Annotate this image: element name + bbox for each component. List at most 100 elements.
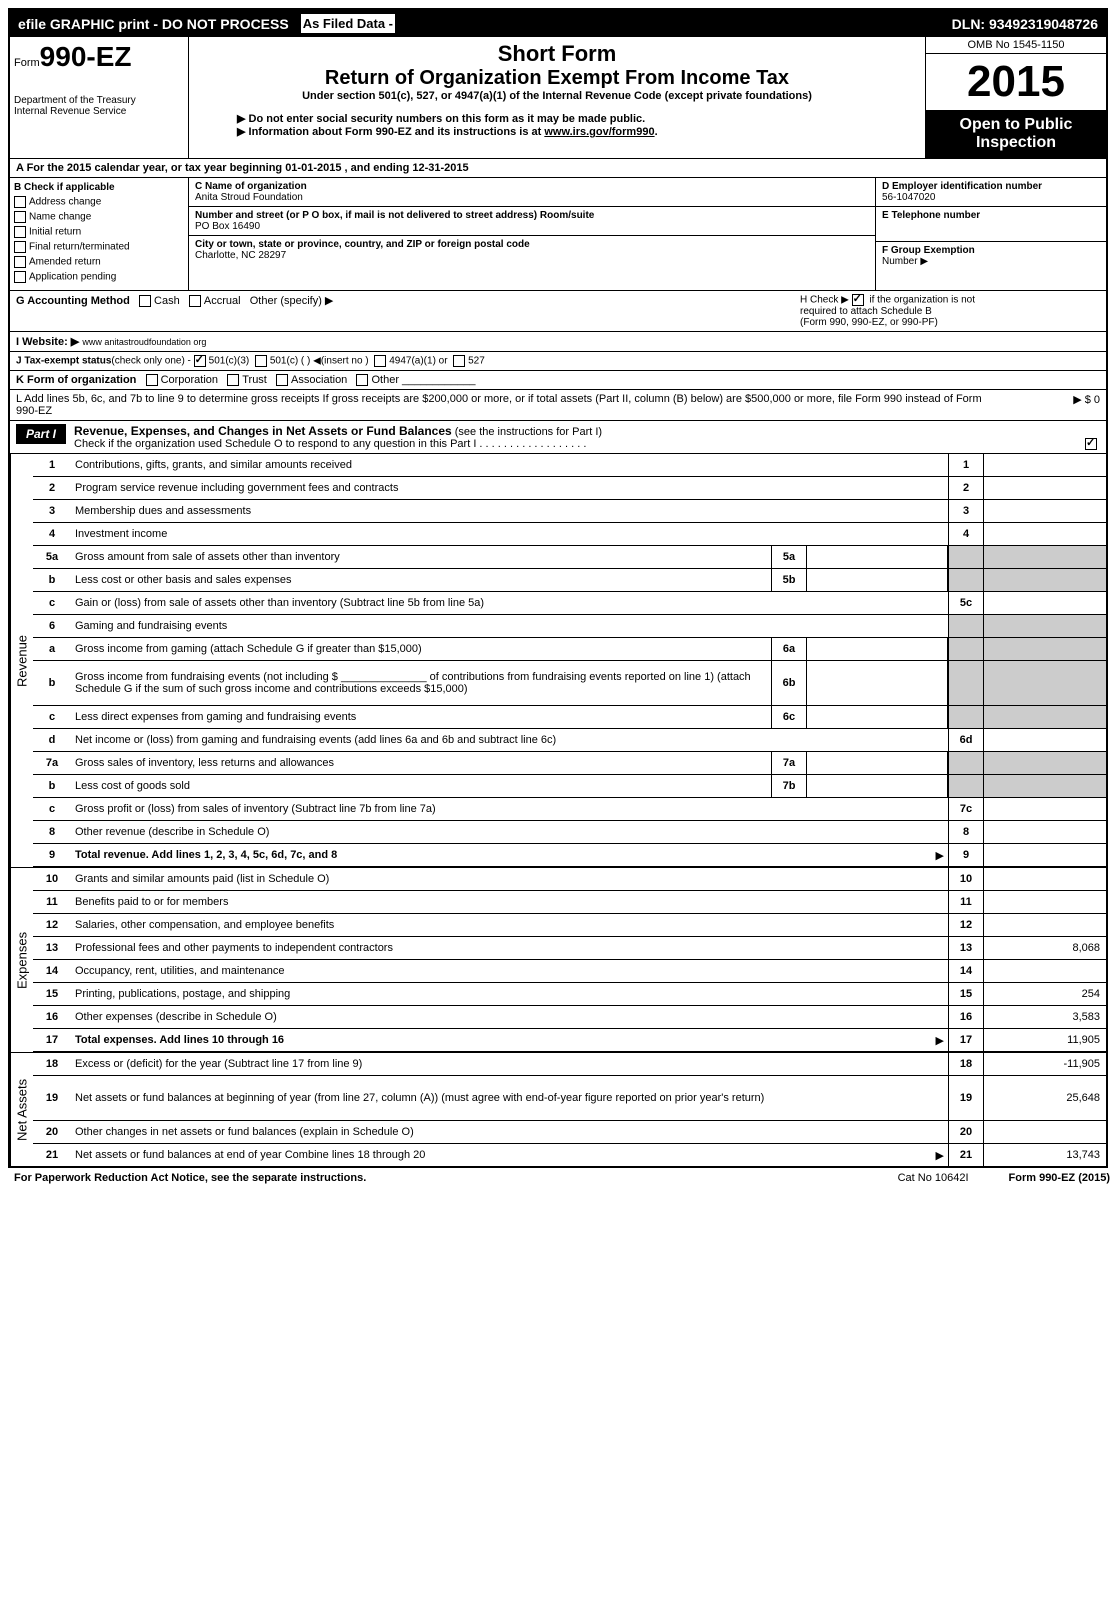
org-name-cell: C Name of organization Anita Stroud Foun… — [189, 178, 875, 207]
org-addr-cell: Number and street (or P O box, if mail i… — [189, 207, 875, 236]
row-description: Grants and similar amounts paid (list in… — [71, 871, 948, 887]
end-number: 7c — [948, 798, 983, 820]
row-description: Other changes in net assets or fund bala… — [71, 1124, 948, 1140]
c-city-label: City or town, state or province, country… — [195, 239, 869, 250]
end-value — [983, 523, 1106, 545]
checkbox-icon[interactable] — [356, 374, 368, 386]
end-number: 20 — [948, 1121, 983, 1143]
checkbox-icon[interactable] — [146, 374, 158, 386]
mid-number: 5a — [771, 546, 807, 568]
table-row: cGain or (loss) from sale of assets othe… — [33, 592, 1106, 615]
row-number: b — [33, 675, 71, 691]
row-number: 5a — [33, 549, 71, 565]
top-header: efile GRAPHIC print - DO NOT PROCESS As … — [10, 10, 1106, 37]
checkbox-icon[interactable] — [227, 374, 239, 386]
table-row: 17Total expenses. Add lines 10 through 1… — [33, 1029, 1106, 1052]
row-number: 21 — [33, 1147, 71, 1163]
end-number — [948, 546, 983, 568]
mid-number: 5b — [771, 569, 807, 591]
row-description: Gross amount from sale of assets other t… — [71, 549, 771, 565]
main-title: Return of Organization Exempt From Incom… — [197, 67, 917, 90]
row-number: 17 — [33, 1032, 71, 1048]
end-value: 254 — [983, 983, 1106, 1005]
line-l: L Add lines 5b, 6c, and 7b to line 9 to … — [10, 390, 1106, 421]
mid-number: 6c — [771, 706, 807, 728]
k-label: K Form of organization — [16, 374, 136, 386]
row-description: Professional fees and other payments to … — [71, 940, 948, 956]
open-to-public: Open to Public Inspection — [926, 110, 1106, 158]
row-number: 4 — [33, 526, 71, 542]
row-description: Investment income — [71, 526, 948, 542]
as-filed-label: As Filed Data - — [299, 12, 397, 35]
checkbox-icon[interactable] — [189, 295, 201, 307]
mid-number: 7a — [771, 752, 807, 774]
cb-address-change[interactable]: Address change — [14, 196, 184, 208]
part-1-label: Part I — [16, 424, 66, 444]
row-description: Gross income from gaming (attach Schedul… — [71, 641, 771, 657]
checkbox-icon[interactable] — [255, 355, 267, 367]
short-form-title: Short Form — [197, 41, 917, 67]
cb-amended[interactable]: Amended return — [14, 256, 184, 268]
checkbox-checked-icon[interactable] — [194, 355, 206, 367]
table-row: 1Contributions, gifts, grants, and simil… — [33, 454, 1106, 477]
end-value — [983, 500, 1106, 522]
row-description: Contributions, gifts, grants, and simila… — [71, 457, 948, 473]
f-group-label2: Number ▶ — [882, 256, 1100, 267]
end-value — [983, 546, 1106, 568]
end-number: 3 — [948, 500, 983, 522]
e-tel-label: E Telephone number — [882, 210, 1100, 221]
title-block: Short Form Return of Organization Exempt… — [189, 37, 925, 158]
cb-final-return[interactable]: Final return/terminated — [14, 241, 184, 253]
form-990ez: efile GRAPHIC print - DO NOT PROCESS As … — [8, 8, 1108, 1168]
cb-name-change[interactable]: Name change — [14, 211, 184, 223]
org-addr: PO Box 16490 — [195, 221, 869, 232]
checkbox-icon[interactable] — [139, 295, 151, 307]
table-row: bLess cost or other basis and sales expe… — [33, 569, 1106, 592]
end-value — [983, 891, 1106, 913]
checkbox-icon[interactable] — [453, 355, 465, 367]
cb-application-pending[interactable]: Application pending — [14, 271, 184, 283]
checkbox-icon[interactable] — [374, 355, 386, 367]
mid-value — [807, 706, 948, 728]
row-description: Gaming and fundraising events — [71, 618, 948, 634]
table-row: 2Program service revenue including gover… — [33, 477, 1106, 500]
end-number: 16 — [948, 1006, 983, 1028]
table-row: 18Excess or (deficit) for the year (Subt… — [33, 1053, 1106, 1076]
note-1: ▶ Do not enter social security numbers o… — [197, 112, 917, 125]
row-number: 16 — [33, 1009, 71, 1025]
row-number: 18 — [33, 1056, 71, 1072]
revenue-section: Revenue 1Contributions, gifts, grants, a… — [10, 454, 1106, 867]
row-number: c — [33, 595, 71, 611]
mid-number: 6a — [771, 638, 807, 660]
end-number: 19 — [948, 1076, 983, 1120]
row-description: Salaries, other compensation, and employ… — [71, 917, 948, 933]
header-row: Form990-EZ Department of the Treasury In… — [10, 37, 1106, 159]
end-number: 9 — [948, 844, 983, 866]
row-description: Membership dues and assessments — [71, 503, 948, 519]
cb-initial-return[interactable]: Initial return — [14, 226, 184, 238]
row-description: Total expenses. Add lines 10 through 16▶ — [71, 1032, 948, 1049]
end-value — [983, 706, 1106, 728]
end-number — [948, 638, 983, 660]
end-number: 4 — [948, 523, 983, 545]
table-row: 20Other changes in net assets or fund ba… — [33, 1121, 1106, 1144]
checkbox-checked-icon[interactable] — [1085, 438, 1097, 450]
open-line1: Open to Public — [930, 116, 1102, 134]
table-row: 21Net assets or fund balances at end of … — [33, 1144, 1106, 1166]
checkbox-icon — [14, 196, 26, 208]
checkbox-checked-icon[interactable] — [852, 294, 864, 306]
expenses-side-label: Expenses — [10, 868, 33, 1052]
footer-mid: Cat No 10642I — [858, 1172, 1009, 1184]
end-value — [983, 914, 1106, 936]
row-number: 20 — [33, 1124, 71, 1140]
irs-link[interactable]: www.irs.gov/form990 — [544, 126, 654, 138]
ein-value: 56-1047020 — [882, 192, 1100, 203]
end-number — [948, 752, 983, 774]
end-number: 18 — [948, 1053, 983, 1075]
table-row: cLess direct expenses from gaming and fu… — [33, 706, 1106, 729]
row-description: Less direct expenses from gaming and fun… — [71, 709, 771, 725]
row-description: Net income or (loss) from gaming and fun… — [71, 732, 948, 748]
checkbox-icon[interactable] — [276, 374, 288, 386]
part-1-header: Part I Revenue, Expenses, and Changes in… — [10, 421, 1106, 454]
end-value — [983, 775, 1106, 797]
